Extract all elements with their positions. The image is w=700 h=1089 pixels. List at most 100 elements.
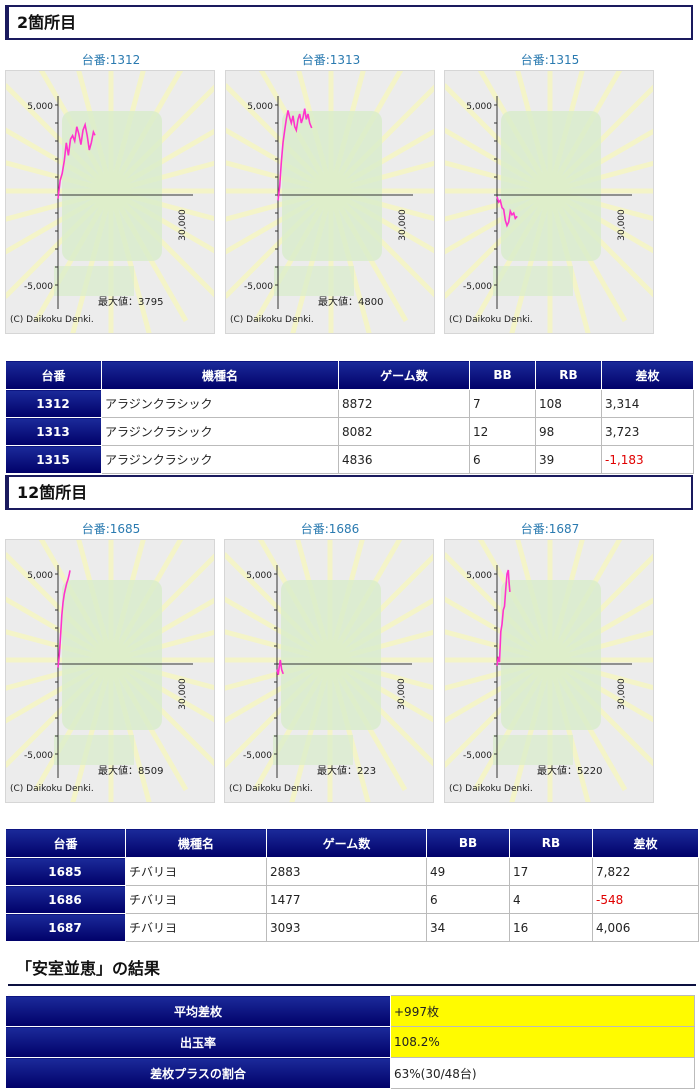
machine-number: 1315 xyxy=(5,445,102,474)
x-tick-label: 30,000 xyxy=(397,678,407,710)
graph-panel: 5,000 -5,000 30,000 最大値：5220 (C) Daikoku D… xyxy=(444,539,654,803)
graph-panel: 5,000 -5,000 30,000 (C) Daikoku Denki. xyxy=(444,70,654,334)
section-heading-2: 2箇所目 xyxy=(5,5,693,40)
summary-row: 平均差枚 +997枚 xyxy=(5,995,695,1027)
y-tick-label: 5,000 xyxy=(466,571,492,581)
graph-panel: 5,000 -5,000 30,000 最大値：8509 (C) Daikoku D… xyxy=(5,539,215,803)
table-row: 1313 アラジンクラシック 8082 12 98 3,723 xyxy=(5,417,694,446)
machine-number: 1685 xyxy=(5,857,126,886)
slump-line xyxy=(276,659,284,675)
max-value-label: 最大値：4800 xyxy=(318,297,384,308)
table-row: 1315 アラジンクラシック 4836 6 39 -1,183 xyxy=(5,445,694,474)
table-row: 1312 アラジンクラシック 8872 7 108 3,314 xyxy=(5,389,694,418)
col-header-diff: 差枚 xyxy=(592,828,699,858)
graph-1315: 台番:1315 5,000 -5,000 30,000 (C) Daikoku De… xyxy=(444,52,656,334)
machine-table-2: 台番 機種名 ゲーム数 BB RB 差枚 1312 アラジンクラシック 8872… xyxy=(5,360,694,474)
bb-count: 7 xyxy=(469,389,536,418)
section-heading-12: 12箇所目 xyxy=(5,475,693,510)
graph-panel: 5,000 -5,000 30,000 最大値：3795 (C) Daikoku D… xyxy=(5,70,215,334)
result-summary-table: 平均差枚 +997枚 出玉率 108.2% 差枚プラスの割合 63%(30/48… xyxy=(5,995,695,1089)
graph-panel: 5,000 -5,000 30,000 最大値：223 (C) Daikoku De… xyxy=(224,539,434,803)
diff-value: -1,183 xyxy=(601,445,694,474)
graph-1686: 台番:1686 5,000 -5,000 30,000 最大値：223 (C) Da… xyxy=(224,521,436,803)
slump-line xyxy=(496,569,511,666)
summary-value: +997枚 xyxy=(390,995,695,1027)
graph-1685: 台番:1685 5,000 -5,000 30,000 最大値：8509 (C) D… xyxy=(5,521,217,803)
col-header-model: 機種名 xyxy=(125,828,267,858)
model-name: アラジンクラシック xyxy=(101,417,339,446)
model-name: アラジンクラシック xyxy=(101,445,339,474)
graph-svg: 5,000 -5,000 30,000 xyxy=(226,71,434,333)
x-tick-label: 30,000 xyxy=(398,209,408,241)
max-value-label: 最大値：8509 xyxy=(98,766,164,777)
game-count: 3093 xyxy=(266,913,427,942)
max-value-label: 最大値：3795 xyxy=(98,297,164,308)
y-tick-label: -5,000 xyxy=(463,751,492,761)
col-header-games: ゲーム数 xyxy=(338,360,470,390)
copyright-label: (C) Daikoku Denki. xyxy=(10,315,94,325)
background-tray xyxy=(274,266,354,296)
background-machine xyxy=(281,580,381,730)
background-machine xyxy=(501,111,601,261)
table-row: 1686 チバリヨ 1477 6 4 -548 xyxy=(5,885,699,914)
x-tick-label: 30,000 xyxy=(617,678,627,710)
game-count: 2883 xyxy=(266,857,427,886)
slump-line xyxy=(57,121,96,199)
table-header-row: 台番 機種名 ゲーム数 BB RB 差枚 xyxy=(5,828,699,858)
background-machine xyxy=(62,111,162,261)
background-tray xyxy=(493,266,573,296)
background-machine xyxy=(282,111,382,261)
graph-title: 台番:1312 xyxy=(81,53,141,67)
max-value-label: 最大値：223 xyxy=(317,766,377,777)
y-tick-label: -5,000 xyxy=(243,751,272,761)
diff-value: 7,822 xyxy=(592,857,699,886)
rb-count: 16 xyxy=(509,913,593,942)
background-machine xyxy=(501,580,601,730)
graph-panel: 5,000 -5,000 30,000 最大値：4800 (C) Daikoku D… xyxy=(225,70,435,334)
diff-value: 3,723 xyxy=(601,417,694,446)
machine-number: 1687 xyxy=(5,913,126,942)
result-divider xyxy=(8,984,696,986)
result-title: 「安室並恵」の結果 xyxy=(16,959,161,978)
background-machine xyxy=(62,580,162,730)
summary-label: 出玉率 xyxy=(5,1026,391,1058)
graph-svg: 5,000 -5,000 30,000 xyxy=(6,71,214,333)
graph-svg: 5,000 -5,000 30,000 xyxy=(445,540,653,802)
machine-number: 1312 xyxy=(5,389,102,418)
model-name: チバリヨ xyxy=(125,885,267,914)
copyright-label: (C) Daikoku Denki. xyxy=(230,315,314,325)
copyright-label: (C) Daikoku Denki. xyxy=(229,784,313,794)
y-tick-label: 5,000 xyxy=(27,571,53,581)
rb-count: 4 xyxy=(509,885,593,914)
slump-line xyxy=(496,196,518,228)
col-header-bb: BB xyxy=(469,360,536,390)
graph-svg: 5,000 -5,000 30,000 xyxy=(225,540,433,802)
graph-svg: 5,000 -5,000 30,000 xyxy=(445,71,653,333)
y-tick-label: -5,000 xyxy=(463,282,492,292)
model-name: チバリヨ xyxy=(125,913,267,942)
summary-row: 出玉率 108.2% xyxy=(5,1026,695,1058)
col-header-diff: 差枚 xyxy=(601,360,694,390)
diff-value: -548 xyxy=(592,885,699,914)
y-tick-label: 5,000 xyxy=(27,102,53,112)
summary-label: 平均差枚 xyxy=(5,995,391,1027)
y-tick-label: 5,000 xyxy=(466,102,492,112)
summary-value: 63%(30/48台) xyxy=(390,1057,695,1089)
copyright-label: (C) Daikoku Denki. xyxy=(10,784,94,794)
col-header-games: ゲーム数 xyxy=(266,828,427,858)
col-header-number: 台番 xyxy=(5,828,126,858)
rb-count: 98 xyxy=(535,417,602,446)
bb-count: 49 xyxy=(426,857,510,886)
background-tray xyxy=(54,735,134,765)
bb-count: 34 xyxy=(426,913,510,942)
background-tray xyxy=(273,735,353,765)
graph-title: 台番:1313 xyxy=(301,53,361,67)
diff-value: 3,314 xyxy=(601,389,694,418)
slump-line xyxy=(57,570,71,668)
col-header-number: 台番 xyxy=(5,360,102,390)
bb-count: 6 xyxy=(426,885,510,914)
graph-svg: 5,000 -5,000 30,000 xyxy=(6,540,214,802)
x-tick-label: 30,000 xyxy=(178,209,188,241)
y-tick-label: 5,000 xyxy=(247,102,273,112)
graph-title: 台番:1687 xyxy=(520,522,580,536)
